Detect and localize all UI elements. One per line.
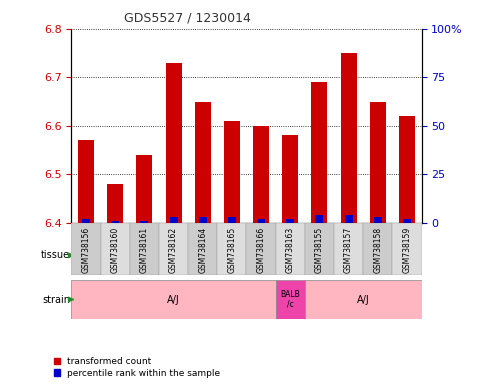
Bar [159, 223, 188, 275]
Bar [141, 221, 148, 223]
Bar [257, 219, 265, 223]
Bar [199, 217, 207, 223]
Bar [224, 121, 240, 223]
Bar [82, 219, 90, 223]
Bar [403, 219, 411, 223]
Bar [392, 223, 422, 275]
Text: rhabdomyosarcoma tumor: rhabdomyosarcoma tumor [312, 251, 414, 260]
Bar [253, 126, 269, 223]
Bar [246, 223, 276, 275]
Text: control: control [178, 250, 212, 260]
Bar [195, 101, 211, 223]
FancyBboxPatch shape [71, 280, 276, 319]
Bar [137, 155, 152, 223]
FancyBboxPatch shape [305, 280, 422, 319]
Text: GSM738163: GSM738163 [286, 227, 295, 273]
Bar [399, 116, 415, 223]
Bar [363, 223, 392, 275]
Text: GSM738160: GSM738160 [111, 227, 120, 273]
Bar [217, 223, 246, 275]
Text: strain: strain [42, 295, 70, 305]
Bar [228, 217, 236, 223]
Bar [316, 215, 323, 223]
Text: tissue: tissue [41, 250, 70, 260]
Text: GSM738157: GSM738157 [344, 227, 353, 273]
Bar [170, 217, 177, 223]
FancyBboxPatch shape [71, 236, 305, 275]
Bar [188, 223, 217, 275]
Text: BALB
/c: BALB /c [281, 290, 300, 309]
Text: GSM738155: GSM738155 [315, 227, 324, 273]
Text: GSM738166: GSM738166 [256, 227, 266, 273]
Text: A/J: A/J [167, 295, 180, 305]
Text: GSM738156: GSM738156 [81, 227, 91, 273]
Text: A/J: A/J [357, 295, 370, 305]
Bar [374, 217, 382, 223]
Bar [345, 215, 352, 223]
Bar [78, 140, 94, 223]
Bar [305, 223, 334, 275]
Text: GSM738165: GSM738165 [227, 227, 237, 273]
Bar [370, 101, 386, 223]
Bar [130, 223, 159, 275]
Bar [101, 223, 130, 275]
Bar [282, 136, 298, 223]
Bar [107, 184, 123, 223]
Text: GSM738162: GSM738162 [169, 227, 178, 273]
Bar [312, 82, 327, 223]
FancyBboxPatch shape [276, 280, 305, 319]
Bar [334, 223, 363, 275]
Text: GDS5527 / 1230014: GDS5527 / 1230014 [124, 12, 251, 25]
Text: GSM738161: GSM738161 [140, 227, 149, 273]
FancyBboxPatch shape [305, 236, 422, 275]
Bar [71, 223, 101, 275]
Text: GSM738158: GSM738158 [373, 227, 382, 273]
Text: GSM738159: GSM738159 [402, 227, 412, 273]
Bar [286, 219, 294, 223]
Text: GSM738164: GSM738164 [198, 227, 207, 273]
Bar [166, 63, 181, 223]
Legend: transformed count, percentile rank within the sample: transformed count, percentile rank withi… [54, 357, 220, 377]
Bar [276, 223, 305, 275]
Bar [341, 53, 356, 223]
Bar [111, 221, 119, 223]
